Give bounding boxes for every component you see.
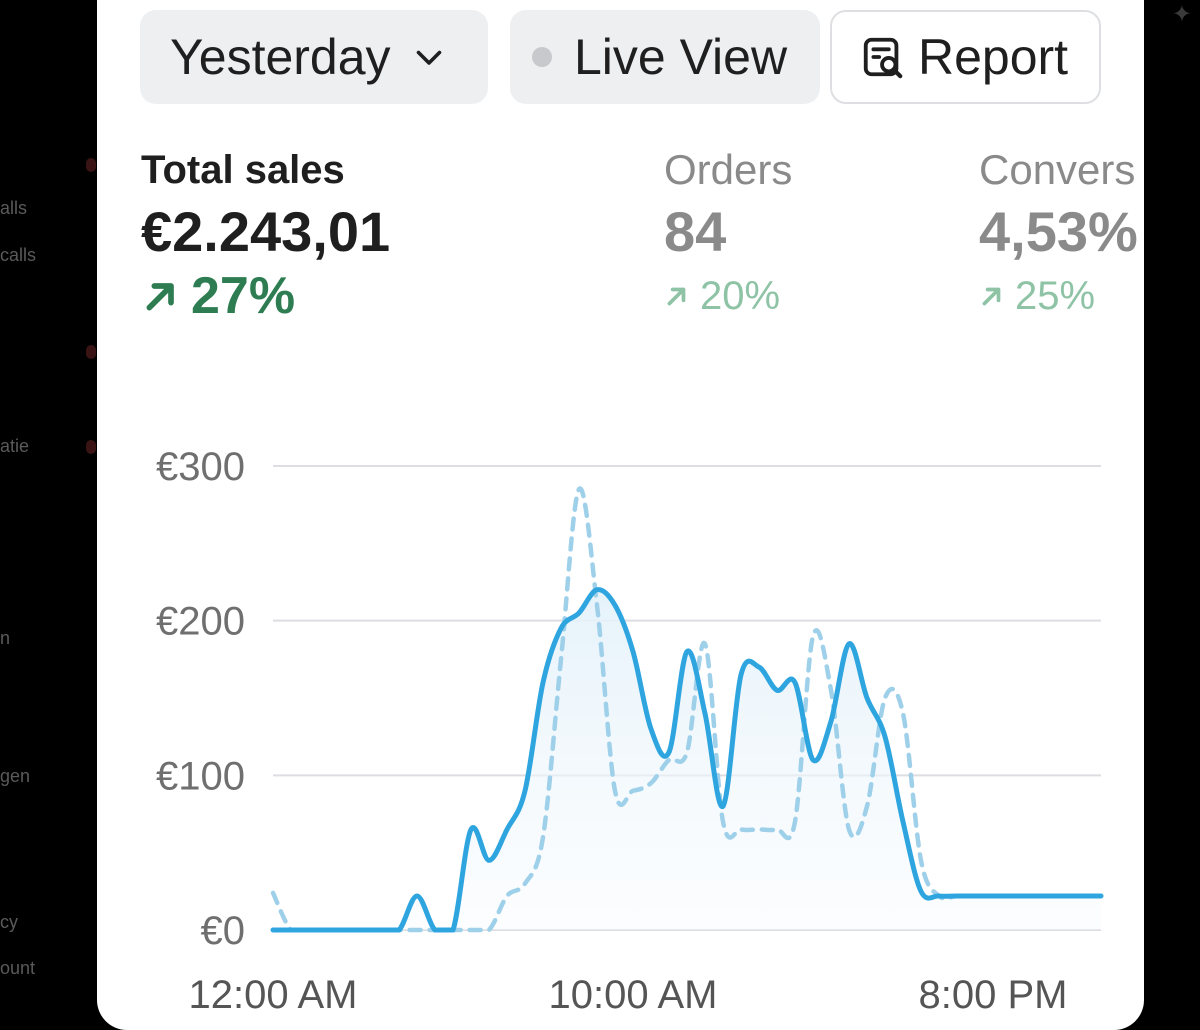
arrow-up-right-icon — [141, 276, 181, 316]
orders-change: 20% — [664, 268, 792, 324]
report-label: Report — [918, 28, 1068, 86]
conversion-label: Convers — [979, 146, 1138, 194]
sidebar-badge-icon — [86, 158, 96, 172]
y-tick-label: €100 — [156, 754, 245, 798]
report-button[interactable]: Report — [830, 10, 1101, 104]
sidebar-badge-icon — [86, 345, 96, 359]
date-range-dropdown[interactable]: Yesterday — [140, 10, 488, 104]
total-sales-metric[interactable]: Total sales €2.243,01 27% — [141, 146, 390, 324]
report-search-icon — [860, 34, 906, 80]
sales-area-fill — [273, 590, 1101, 930]
orders-label: Orders — [664, 146, 792, 194]
sidebar-badge-icon — [86, 440, 96, 454]
conversion-change: 25% — [979, 268, 1138, 324]
orders-change-value: 20% — [700, 268, 780, 324]
orders-metric[interactable]: Orders 84 20% — [664, 146, 792, 324]
total-sales-value: €2.243,01 — [141, 200, 390, 264]
pin-icon[interactable]: ✦ — [1172, 0, 1192, 29]
sidebar-item-label[interactable]: cy — [0, 912, 18, 933]
conversion-change-value: 25% — [1015, 268, 1095, 324]
total-sales-change-value: 27% — [191, 268, 295, 324]
live-view-label: Live View — [574, 28, 787, 86]
date-range-label: Yesterday — [170, 28, 391, 86]
current-series-line — [273, 590, 1101, 930]
total-sales-change: 27% — [141, 268, 390, 324]
orders-value: 84 — [664, 200, 792, 264]
conversion-metric[interactable]: Convers 4,53% 25% — [979, 146, 1138, 324]
x-tick-label: 10:00 AM — [548, 973, 717, 1017]
y-tick-label: €200 — [156, 600, 245, 644]
sidebar-item-label[interactable]: n — [0, 628, 10, 649]
sidebar-item-label[interactable]: gen — [0, 766, 30, 787]
arrow-up-right-icon — [664, 283, 690, 309]
comparison-series-line — [273, 488, 1101, 930]
y-tick-label: €300 — [156, 445, 245, 489]
sidebar-item-label[interactable]: ount — [0, 958, 35, 979]
live-status-dot-icon — [532, 47, 552, 67]
sidebar-item-label[interactable]: alls — [0, 198, 27, 219]
background-sidebar: alls calls atie n gen cy ount — [0, 0, 100, 1013]
analytics-panel: Yesterday Live View Report Total sales €… — [97, 0, 1144, 1030]
chevron-down-icon — [411, 39, 447, 75]
y-tick-label: €0 — [201, 909, 246, 953]
total-sales-label: Total sales — [141, 146, 390, 194]
sidebar-item-label[interactable]: calls — [0, 245, 36, 266]
conversion-value: 4,53% — [979, 200, 1138, 264]
sidebar-item-label[interactable]: atie — [0, 436, 29, 457]
arrow-up-right-icon — [979, 283, 1005, 309]
x-tick-label: 8:00 PM — [919, 973, 1068, 1017]
x-tick-label: 12:00 AM — [188, 973, 357, 1017]
live-view-button[interactable]: Live View — [510, 10, 820, 104]
